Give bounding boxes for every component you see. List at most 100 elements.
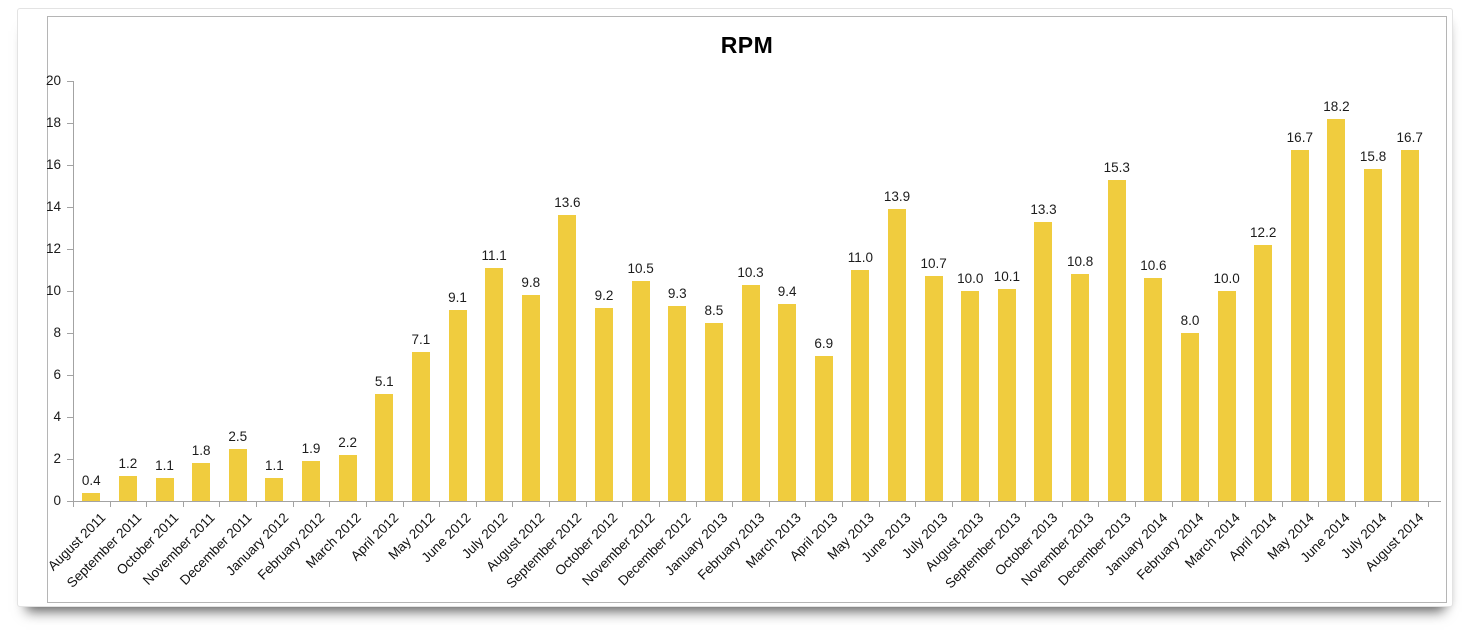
x-axis-tick <box>732 501 734 507</box>
x-axis-tick <box>1318 501 1320 507</box>
x-axis-tick <box>695 501 697 507</box>
bar <box>265 477 284 501</box>
bar-value-label: 6.9 <box>814 336 834 352</box>
x-axis-tick <box>146 501 148 507</box>
bar <box>1400 150 1419 501</box>
x-axis-tick <box>622 501 624 507</box>
bar-value-label: 15.3 <box>1103 159 1130 175</box>
y-axis-tick <box>67 123 73 124</box>
x-axis-tick <box>329 501 331 507</box>
bar <box>82 492 101 501</box>
bar-value-label: 13.9 <box>883 189 911 205</box>
x-axis-tick <box>182 501 184 507</box>
y-axis-tick-label: 0 <box>53 493 61 508</box>
bar <box>375 393 394 501</box>
x-axis-tick <box>1171 501 1173 507</box>
bar <box>1364 169 1383 501</box>
bar <box>778 303 797 501</box>
bar-value-label: 10.1 <box>993 268 1020 284</box>
bar-value-label: 18.2 <box>1323 98 1350 114</box>
bar-value-label: 12.2 <box>1250 224 1277 240</box>
bar-value-label: 2.2 <box>338 434 358 450</box>
bar-value-label: 16.7 <box>1286 130 1313 146</box>
bar-value-label: 10.3 <box>737 264 764 280</box>
bar-value-label: 13.6 <box>554 195 581 211</box>
bar <box>411 351 430 501</box>
x-axis-tick <box>219 501 221 507</box>
x-axis-tick <box>439 501 441 507</box>
x-axis-tick <box>878 501 880 507</box>
y-axis-tick-label: 12 <box>45 241 61 256</box>
y-axis-tick <box>67 291 73 292</box>
y-axis-tick <box>67 81 73 82</box>
bar-value-label: 11.1 <box>481 247 507 263</box>
bar <box>1217 291 1236 501</box>
bar <box>338 454 357 501</box>
bar-value-label: 9.8 <box>521 275 541 291</box>
bar-value-label: 1.8 <box>191 443 211 459</box>
x-axis-tick <box>768 501 770 507</box>
bar <box>302 461 321 501</box>
x-axis-tick <box>1208 501 1210 507</box>
y-axis-tick <box>67 375 73 376</box>
y-axis-tick-label: 2 <box>53 451 61 466</box>
bar <box>1034 221 1053 501</box>
bar-value-label: 13.3 <box>1030 201 1057 217</box>
x-axis-tick <box>549 501 551 507</box>
x-axis-tick <box>1354 501 1356 507</box>
chart-panel: RPM 0 2 4 6 8 10 12 14 16 18 20 0.4 August 2011 1.2 Se… <box>17 8 1453 607</box>
bar-value-label: 5.1 <box>374 373 394 389</box>
bar <box>192 463 211 501</box>
bar <box>887 209 906 501</box>
x-axis-tick <box>1244 501 1246 507</box>
x-axis-tick <box>585 501 587 507</box>
bar-value-label: 10.5 <box>627 260 654 276</box>
bar-value-label: 10.8 <box>1066 254 1094 270</box>
bar <box>521 295 540 501</box>
bar <box>1327 118 1346 501</box>
bar <box>1180 333 1199 501</box>
y-axis-tick-label: 20 <box>45 73 61 88</box>
bar-value-label: 1.2 <box>118 455 138 471</box>
x-axis-tick <box>256 501 258 507</box>
x-axis-tick <box>915 501 917 507</box>
bar <box>741 284 760 501</box>
x-axis-tick <box>1391 501 1393 507</box>
x-axis-tick <box>512 501 514 507</box>
y-axis-tick <box>67 459 73 460</box>
y-axis-tick <box>67 165 73 166</box>
bar-value-label: 7.1 <box>411 331 431 347</box>
x-axis-tick <box>1281 501 1283 507</box>
x-axis-tick <box>402 501 404 507</box>
bar-value-label: 0.4 <box>81 472 101 488</box>
y-axis-tick <box>67 333 73 334</box>
y-axis-tick-label: 18 <box>45 115 61 130</box>
bar-value-label: 2.5 <box>228 428 248 444</box>
x-axis-tick <box>951 501 953 507</box>
bar-value-label: 1.1 <box>265 457 284 473</box>
y-axis-tick-label: 6 <box>53 367 61 382</box>
bar-value-label: 16.7 <box>1396 130 1423 146</box>
y-axis-tick-label: 10 <box>45 283 61 298</box>
bar-value-label: 8.5 <box>704 302 724 318</box>
x-axis-tick <box>842 501 844 507</box>
y-axis-tick <box>67 249 73 250</box>
bar <box>228 448 247 501</box>
y-axis-tick-label: 4 <box>53 409 61 424</box>
x-axis-tick <box>1428 501 1429 507</box>
y-axis-tick <box>67 501 73 502</box>
x-axis-tick <box>658 501 660 507</box>
bar <box>1071 274 1090 501</box>
bar <box>1144 278 1163 501</box>
y-axis-tick <box>67 207 73 208</box>
x-axis-tick <box>292 501 294 507</box>
y-axis-line <box>73 81 74 501</box>
x-axis-tick <box>475 501 477 507</box>
chart-frame: RPM 0 2 4 6 8 10 12 14 16 18 20 0.4 August 2011 1.2 Se… <box>44 16 1447 603</box>
bar-value-label: 1.1 <box>155 457 174 473</box>
bar <box>1254 244 1273 501</box>
x-axis-tick <box>1025 501 1027 507</box>
y-axis-tick-label: 14 <box>45 199 61 214</box>
bar-value-label: 10.6 <box>1140 258 1167 274</box>
bar <box>704 322 723 501</box>
